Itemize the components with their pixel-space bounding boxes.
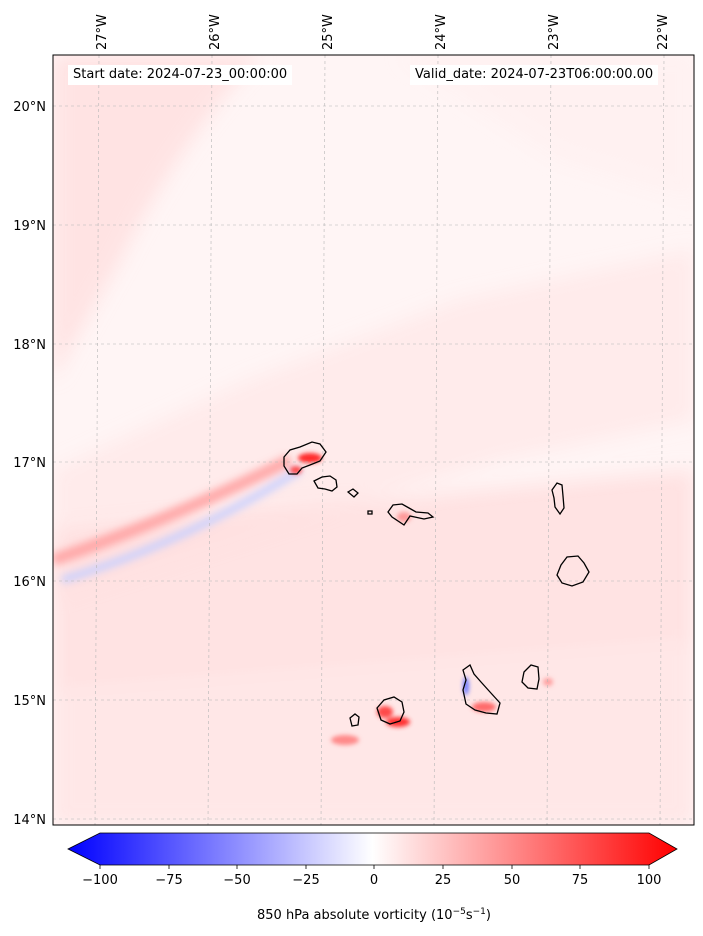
colorbar-tick-label: 50	[504, 873, 521, 888]
lon-label: 22°W	[656, 14, 671, 50]
island-santiago	[462, 664, 501, 715]
island-brava	[349, 713, 360, 727]
lat-label: 15°N	[13, 694, 46, 709]
lon-label: 23°W	[547, 14, 562, 50]
island-fogo	[376, 696, 405, 725]
island-sal	[551, 482, 565, 516]
lat-label: 14°N	[13, 813, 46, 828]
colorbar-bar	[67, 832, 678, 866]
colorbar-tick-label: 75	[572, 873, 589, 888]
island-sao-vicente	[313, 475, 338, 492]
colorbar-tick-label: −50	[223, 873, 250, 888]
island-extremes	[290, 453, 553, 745]
island-islet	[367, 510, 373, 515]
island-sao-nicolau	[387, 503, 435, 526]
colorbar-tick-label: 0	[370, 873, 378, 888]
vorticity-field	[53, 55, 694, 825]
colorbar: −100 −75 −50 −25 0 25 50 75 100 850 hPa …	[67, 832, 678, 923]
island-santa-luzia	[346, 488, 359, 498]
lat-label: 18°N	[13, 338, 46, 353]
colorbar-tick-label: −100	[82, 873, 118, 888]
map-frame	[52, 54, 695, 826]
lat-label: 16°N	[13, 575, 46, 590]
colorbar-label: 850 hPa absolute vorticity (10−5s−1)	[257, 907, 491, 923]
lat-label: 20°N	[13, 100, 46, 115]
gridlines	[53, 55, 694, 825]
lat-label: 19°N	[13, 219, 46, 234]
colorbar-tick-label: −75	[155, 873, 182, 888]
island-boa-vista	[556, 555, 590, 587]
start-date-label: Start date: 2024-07-23_00:00:00	[68, 65, 293, 85]
lon-label: 26°W	[208, 14, 223, 50]
island-maio	[521, 664, 540, 690]
colorbar-tick-label: 25	[435, 873, 452, 888]
longitude-labels: 27°W 26°W 25°W 24°W 23°W 22°W	[95, 14, 671, 50]
latitude-labels: 20°N 19°N 18°N 17°N 16°N 15°N 14°N	[13, 100, 46, 828]
lon-label: 27°W	[95, 14, 110, 50]
colorbar-tick-label: 100	[637, 873, 662, 888]
map-panel	[53, 55, 694, 825]
lon-label: 24°W	[434, 14, 449, 50]
colorbar-ticks	[99, 865, 650, 869]
shear-line	[53, 454, 303, 584]
valid-date-label: Valid_date: 2024-07-23T06:00:00.00	[410, 65, 659, 85]
colorbar-tick-label: −25	[292, 873, 319, 888]
coastlines	[283, 441, 590, 727]
lon-label: 25°W	[321, 14, 336, 50]
lat-label: 17°N	[13, 456, 46, 471]
island-santo-antao	[283, 441, 327, 475]
